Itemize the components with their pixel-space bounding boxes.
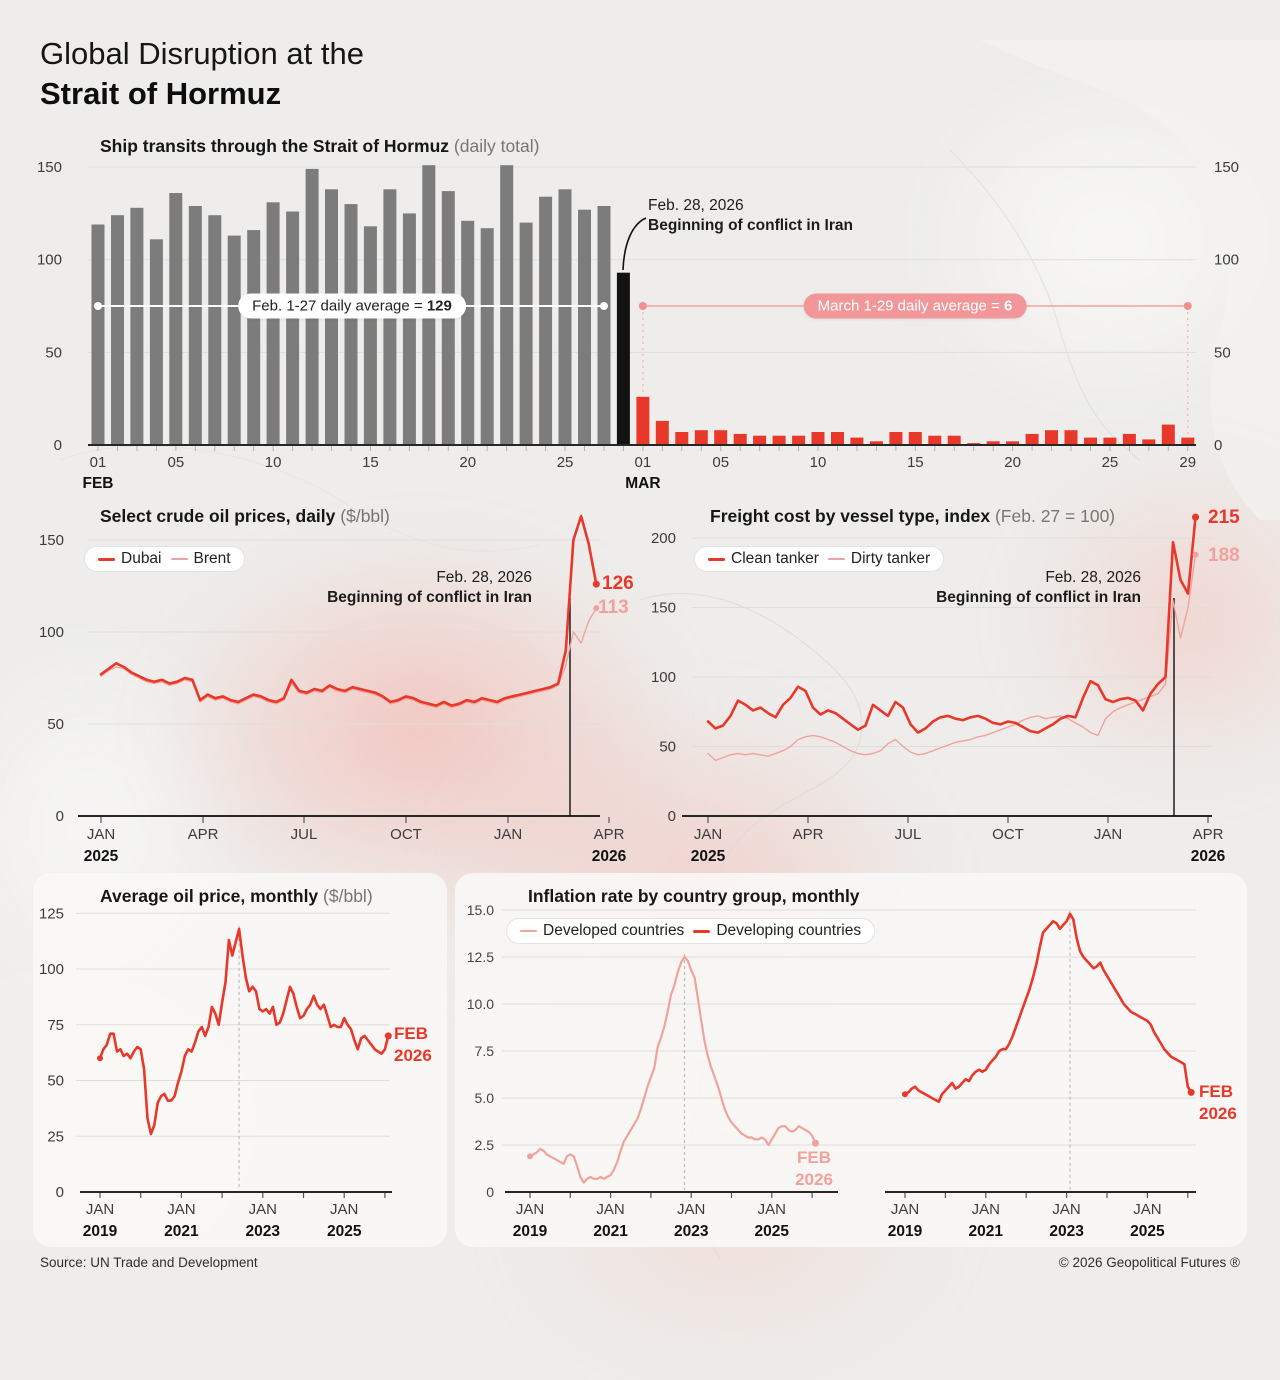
svg-text:OCT: OCT (992, 826, 1024, 843)
crude-legend: Dubai Brent (84, 546, 245, 572)
clean-tanker-swatch (708, 557, 725, 561)
svg-text:29: 29 (1179, 454, 1196, 471)
dirty-tanker-swatch (827, 558, 845, 560)
svg-text:50: 50 (47, 716, 64, 733)
svg-text:20: 20 (1004, 454, 1021, 471)
svg-text:OCT: OCT (390, 826, 422, 843)
developing-swatch (693, 929, 711, 933)
svg-text:JAN: JAN (1094, 826, 1122, 843)
crude-chart-title: Select crude oil prices, daily ($/bbl) (100, 506, 390, 526)
svg-text:50: 50 (45, 344, 62, 361)
svg-text:APR: APR (188, 826, 219, 843)
svg-text:25: 25 (557, 454, 574, 471)
svg-text:15: 15 (907, 454, 924, 471)
svg-text:50: 50 (1214, 344, 1231, 361)
oil-monthly-card (33, 873, 447, 1247)
svg-text:200: 200 (651, 530, 676, 547)
oil-monthly-title: Average oil price, monthly ($/bbl) (100, 886, 373, 906)
svg-text:15: 15 (362, 454, 379, 471)
page-title-line2: Strait of Hormuz (40, 76, 282, 111)
background-blob (900, 60, 1280, 420)
copyright: © 2026 Geopolitical Futures ® (1058, 1255, 1240, 1270)
dubai-line-swatch (98, 557, 115, 561)
legend-label-clean-tanker: Clean tanker (731, 550, 819, 567)
svg-text:150: 150 (1214, 159, 1239, 176)
source-credit: Source: UN Trade and Development (40, 1255, 258, 1270)
svg-text:50: 50 (659, 739, 676, 756)
svg-text:2025: 2025 (84, 848, 119, 865)
svg-text:100: 100 (37, 252, 62, 269)
crude-event-annotation: Feb. 28, 2026 Beginning of conflict in I… (327, 569, 532, 606)
legend-label-developing: Developing countries (716, 922, 862, 939)
svg-text:20: 20 (459, 454, 476, 471)
oil-monthly-end-label: FEB 2026 (394, 1024, 432, 1065)
page-title-line1: Global Disruption at the (40, 36, 364, 71)
svg-text:05: 05 (712, 454, 729, 471)
svg-text:APR: APR (793, 826, 824, 843)
developed-end-label: FEB 2026 (795, 1148, 833, 1189)
dirty-tanker-end-value: 188 (1208, 545, 1240, 566)
svg-text:100: 100 (39, 624, 64, 641)
legend-label-dubai: Dubai (121, 550, 162, 567)
svg-text:100: 100 (1214, 252, 1239, 269)
inflation-legend: Developed countries Developing countries (506, 918, 876, 944)
svg-text:JAN: JAN (494, 826, 522, 843)
developing-end-label: FEB 2026 (1199, 1082, 1237, 1123)
svg-text:0: 0 (668, 808, 676, 825)
brent-end-value: 113 (598, 597, 629, 618)
svg-text:JAN: JAN (87, 826, 115, 843)
svg-text:JUL: JUL (895, 826, 922, 843)
mar-average-pill: March 1-29 daily average = 6 (803, 293, 1027, 319)
legend-label-developed: Developed countries (543, 922, 685, 939)
svg-text:MAR: MAR (625, 475, 660, 492)
svg-text:150: 150 (39, 532, 64, 549)
transits-chart-title: Ship transits through the Strait of Horm… (100, 136, 540, 156)
svg-text:0: 0 (1214, 437, 1222, 454)
svg-text:0: 0 (54, 437, 62, 454)
svg-text:2026: 2026 (592, 848, 627, 865)
background-pink-wash (1010, 450, 1280, 790)
transits-event-annotation: Feb. 28, 2026 Beginning of conflict in I… (648, 197, 853, 234)
clean-tanker-end-value: 215 (1208, 507, 1240, 528)
legend-label-dirty-tanker: Dirty tanker (850, 550, 931, 567)
svg-text:FEB: FEB (83, 475, 114, 492)
svg-text:2025: 2025 (691, 848, 726, 865)
developed-swatch (520, 930, 537, 932)
infographic-root: Global Disruption at the Strait of Hormu… (0, 36, 1280, 1380)
svg-text:10: 10 (265, 454, 282, 471)
freight-chart-title: Freight cost by vessel type, index (Feb.… (710, 506, 1116, 526)
svg-text:JAN: JAN (694, 826, 722, 843)
inflation-title: Inflation rate by country group, monthly (528, 886, 860, 906)
freight-event-annotation: Feb. 28, 2026 Beginning of conflict in I… (936, 569, 1141, 606)
svg-text:01: 01 (635, 454, 652, 471)
svg-text:APR: APR (594, 826, 625, 843)
svg-text:JUL: JUL (291, 826, 318, 843)
svg-text:APR: APR (1193, 826, 1224, 843)
svg-text:05: 05 (167, 454, 184, 471)
svg-text:150: 150 (37, 159, 62, 176)
dubai-end-value: 126 (602, 573, 634, 594)
feb-average-pill: Feb. 1-27 daily average = 129 (238, 293, 466, 319)
legend-label-brent: Brent (193, 550, 231, 567)
brent-line-swatch (170, 558, 188, 560)
svg-text:150: 150 (651, 600, 676, 617)
freight-legend: Clean tanker Dirty tanker (694, 546, 945, 572)
svg-text:0: 0 (56, 808, 64, 825)
svg-text:100: 100 (651, 669, 676, 686)
svg-text:25: 25 (1102, 454, 1119, 471)
svg-text:2026: 2026 (1191, 848, 1226, 865)
svg-text:10: 10 (810, 454, 827, 471)
svg-text:01: 01 (90, 454, 107, 471)
